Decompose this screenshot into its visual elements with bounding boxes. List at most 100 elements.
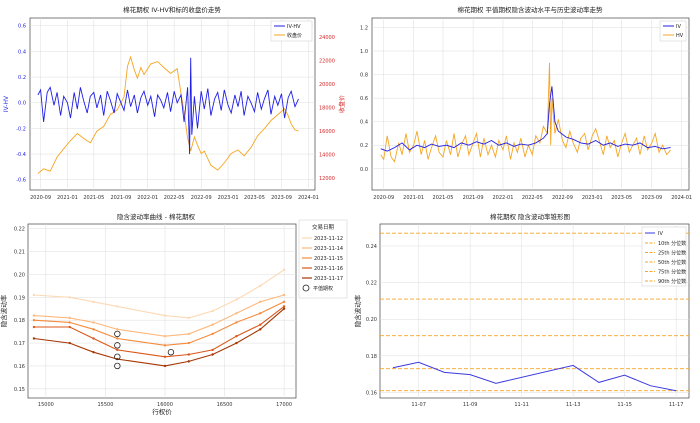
smile-point	[116, 305, 119, 308]
x-axis-ticks: 15000 15500 16000 16500 17000	[38, 402, 292, 408]
x-tick-label: 2021-05	[433, 195, 454, 201]
x-tick-label: 2024-01	[671, 195, 692, 201]
smile-point	[211, 353, 214, 356]
atm-marker	[114, 353, 121, 360]
chart-iv-smile: 隐含波动率曲线 - 棉花期权 15000 15500 16000 16500 17000…	[0, 212, 348, 416]
x-tick-label: 16000	[157, 402, 173, 408]
line-iv-hv	[37, 57, 299, 155]
smile-point	[211, 309, 214, 313]
legend-label-iv: IV	[676, 24, 681, 30]
atm-marker	[114, 362, 121, 370]
chart-iv-hv-price: 棉花期权 IV-HV和标的收盘价走势 2020-09 2021-01 2021-05…	[3, 5, 346, 201]
x-tick-label: 11-15	[617, 402, 632, 408]
legend-label: 50th 分位数	[658, 259, 686, 266]
chart-title: 棉花期权 平值期权隐含波动水平与历史波动率走势	[457, 5, 603, 14]
smile-point	[282, 307, 286, 310]
y-tick-label: 0.24	[366, 244, 377, 250]
legend-label: 2023-11-14	[314, 246, 343, 252]
smile-point	[187, 360, 190, 363]
legend-label: 75th 分位数	[658, 269, 686, 276]
legend-label-price: 收盘价	[287, 32, 302, 39]
smile-point	[259, 312, 262, 315]
smile-point	[32, 318, 36, 322]
smile-point	[68, 341, 71, 345]
legend-label: IV	[658, 231, 663, 237]
smile-point	[282, 300, 286, 304]
smile-point	[163, 355, 167, 358]
y-tick-label: 0.21	[14, 249, 25, 255]
series-iv	[380, 86, 671, 152]
x-tick-label: 2022-01	[137, 195, 158, 201]
y-axis-label: 隐含波动率	[353, 294, 362, 327]
x-axis-ticks: 11-07 11-09 11-11 11-13 11-15 11-17	[411, 402, 683, 408]
grid	[30, 18, 315, 190]
x-tick-label: 11-11	[514, 402, 529, 408]
smile-point	[235, 321, 238, 324]
y-tick-label: 0.15	[14, 387, 25, 393]
legend-entries: IV 10th 分位数 25th 分位数 50th 分位数 75th 分位数 90th 分…	[645, 231, 686, 285]
legend-label: 2023-11-16	[314, 266, 343, 272]
atm-markers	[114, 330, 175, 370]
smile-line	[33, 308, 285, 367]
x-tick-label: 11-17	[669, 402, 684, 408]
y-tick-label: 0.18	[366, 354, 377, 360]
series-iv	[392, 361, 677, 392]
legend-label: 10th 分位数	[658, 240, 686, 247]
y-tick-label: 0.20	[14, 272, 25, 278]
y-tick-label: 0.19	[14, 295, 25, 301]
smile-point	[187, 341, 190, 345]
y-left-tick-label: 0.0	[18, 101, 26, 107]
smile-point	[92, 328, 95, 331]
y-tick-label: 0.16	[366, 391, 377, 397]
x-tick-label: 2020-09	[373, 195, 394, 201]
y-tick-label: 0.20	[366, 317, 377, 323]
y-right-tick-label: 14000	[319, 153, 335, 159]
y-right-tick-label: 24000	[319, 35, 335, 41]
y-tick-label: 1.2	[360, 25, 368, 31]
legend-title: 交易日期	[312, 223, 335, 231]
atm-marker	[114, 342, 121, 349]
smile-point	[211, 348, 214, 352]
x-tick-label: 2022-05	[164, 195, 185, 201]
smile-line	[33, 294, 285, 337]
x-tick-label: 2023-09	[641, 195, 662, 201]
smile-line	[34, 305, 285, 358]
smile-point	[32, 337, 36, 340]
smile-point	[259, 300, 262, 304]
smile-point	[32, 314, 36, 317]
y-tick-label: 0.17	[14, 341, 25, 347]
legend-label: 2023-11-15	[314, 256, 343, 262]
y-left-tick-label: 0.4	[18, 49, 26, 55]
smile-point	[163, 344, 167, 347]
y-right-tick-label: 20000	[319, 82, 335, 88]
y-tick-label: 0.16	[14, 364, 25, 370]
legend-entries: 2023-11-12 2023-11-14 2023-11-15 2023-11-16…	[302, 236, 343, 282]
smile-point	[92, 351, 95, 354]
y-axis-ticks: 0.16 0.18 0.20 0.22 0.24	[366, 244, 377, 397]
x-tick-label: 2021-05	[83, 195, 104, 201]
y-right-tick-label: 12000	[319, 176, 335, 182]
smile-point	[259, 284, 262, 288]
x-tick-label: 16500	[217, 402, 233, 408]
smile-point	[68, 325, 71, 329]
smile-point	[282, 293, 286, 297]
x-tick-label: 15500	[97, 402, 113, 408]
chart-title: 隐含波动率曲线 - 棉花期权	[117, 212, 195, 221]
y-tick-label: 0.6	[360, 96, 368, 102]
x-tick-label: 2021-01	[403, 195, 424, 201]
line-iv	[392, 361, 677, 392]
grid	[28, 224, 296, 398]
smile-point	[211, 332, 214, 336]
percentile-lines	[380, 232, 689, 392]
legend-label-atm: 平值期权	[313, 285, 333, 292]
y-axis-left-ticks: -0.6 -0.4 -0.2 0.0 0.2 0.4 0.6	[16, 24, 26, 184]
plot-frame	[27, 223, 297, 399]
y-tick-label: 0.22	[366, 281, 377, 287]
smile-point	[187, 332, 190, 336]
y-tick-label: 0.4	[360, 120, 368, 126]
smile-point	[187, 353, 190, 356]
y-right-tick-label: 22000	[319, 58, 335, 64]
smile-point	[235, 298, 238, 301]
smile-line	[33, 301, 285, 346]
legend-marker-atm	[302, 284, 310, 292]
